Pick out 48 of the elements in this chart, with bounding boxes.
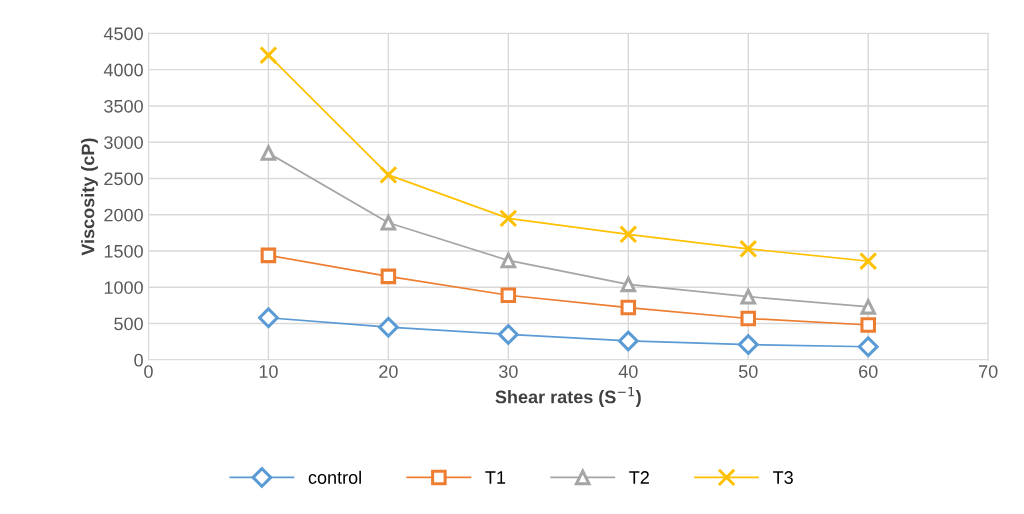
point <box>859 251 878 271</box>
point <box>379 165 398 185</box>
point <box>497 324 519 345</box>
point <box>378 316 399 338</box>
y-tick-label: 0 <box>134 353 143 367</box>
point <box>500 252 517 269</box>
y-tick-label: 4500 <box>103 27 143 41</box>
legend-label: T2 <box>629 471 649 484</box>
x-tick-label: 70 <box>979 365 998 378</box>
x-tick-label: 30 <box>498 365 518 378</box>
point <box>500 287 517 304</box>
point <box>857 336 879 358</box>
point <box>740 288 757 305</box>
point <box>499 209 518 228</box>
x-tick-label: 20 <box>379 365 398 378</box>
point <box>740 310 757 327</box>
y-tick-label: 1500 <box>104 244 143 258</box>
x-tick-label: 40 <box>618 365 638 378</box>
x-tick-label: 10 <box>259 365 278 378</box>
legend-label: T3 <box>773 471 793 484</box>
point <box>259 46 278 65</box>
legend-label: T1 <box>485 471 506 484</box>
y-tick-label: 2500 <box>104 172 143 186</box>
y-tick-label: 1000 <box>104 281 143 294</box>
y-tick-label: 2000 <box>104 208 143 222</box>
point <box>620 299 637 316</box>
point <box>617 330 639 352</box>
point <box>737 334 759 355</box>
point <box>739 239 758 258</box>
point <box>260 247 277 264</box>
y-tick-label: 3000 <box>104 136 143 149</box>
point <box>619 225 638 244</box>
legend-label: control <box>308 470 361 484</box>
y-axis-title: Viscosity (cP) <box>81 138 98 256</box>
point <box>860 317 876 333</box>
point <box>860 299 876 315</box>
point <box>380 214 397 231</box>
x-axis-title: Shear rates (S$^{−1}$) <box>495 387 641 407</box>
y-tick-label: 3500 <box>104 99 143 113</box>
y-tick-label: 4000 <box>103 63 143 77</box>
point <box>620 276 637 293</box>
point <box>258 307 279 329</box>
x-tick-label: 0 <box>144 365 153 378</box>
point <box>380 268 397 285</box>
x-tick-label: 50 <box>738 365 758 378</box>
x-tick-label: 60 <box>859 365 878 378</box>
y-tick-label: 500 <box>114 317 143 331</box>
point <box>260 145 277 161</box>
